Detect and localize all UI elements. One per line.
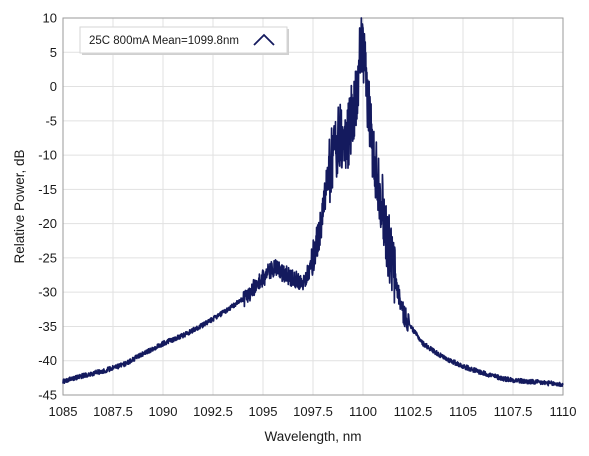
y-tick-label: -40 <box>38 353 57 368</box>
y-tick-label: -5 <box>45 113 57 128</box>
x-tick-label: 1100 <box>349 404 377 419</box>
legend-entry-label: 25C 800mA Mean=1099.8nm <box>89 35 239 47</box>
y-tick-label: -10 <box>38 148 57 163</box>
y-tick-label: -15 <box>38 182 57 197</box>
y-tick-label: -25 <box>38 250 57 265</box>
x-tick-label: 1107.5 <box>494 404 533 419</box>
y-tick-label: -35 <box>38 319 57 334</box>
x-tick-label: 1095 <box>249 404 278 419</box>
y-tick-labels: 10 5 0 -5 -10 -15 -20 -25 -30 -35 -40 -45 <box>38 11 57 403</box>
plot-frame <box>62 17 564 396</box>
series-layer <box>62 17 564 388</box>
x-tick-labels: 1085 1087.5 1090 1092.5 1095 1097.5 1100 1102.5… <box>49 404 577 419</box>
y-tick-label: -20 <box>38 216 57 231</box>
legend: 25C 800mA Mean=1099.8nm <box>79 26 289 55</box>
x-tick-label: 1102.5 <box>394 404 433 419</box>
series-line <box>62 17 564 388</box>
legend-swatch-icon <box>253 33 275 46</box>
y-tick-label: 0 <box>50 79 57 94</box>
y-tick-label: 5 <box>50 45 57 60</box>
y-tick-label: -45 <box>38 388 57 403</box>
x-axis-label: Wavelength, nm <box>264 429 361 444</box>
y-tick-label: 10 <box>43 11 57 26</box>
grid <box>62 17 564 396</box>
y-axis-label: Relative Power, dB <box>12 149 27 263</box>
x-tick-label: 1090 <box>149 404 178 419</box>
x-tick-label: 1110 <box>550 404 577 419</box>
x-tick-label: 1097.5 <box>293 404 333 419</box>
legend-box <box>79 26 288 54</box>
x-tick-label: 1092.5 <box>193 404 233 419</box>
x-tick-label: 1087.5 <box>93 404 133 419</box>
y-tick-label: -30 <box>38 285 57 300</box>
x-tick-label: 1105 <box>449 404 477 419</box>
x-tick-label: 1085 <box>49 404 78 419</box>
